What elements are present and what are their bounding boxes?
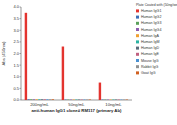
bar [109, 99, 111, 100]
legend-label: Human IgM [141, 40, 160, 44]
x-tick-label: 200ng/mL [30, 102, 49, 107]
legend-swatch [136, 71, 139, 74]
bar [41, 99, 43, 100]
bar [30, 99, 32, 100]
y-tick-label: 1.5 [13, 63, 19, 68]
bars [25, 13, 128, 100]
legend-swatch [136, 47, 139, 50]
legend-swatch [136, 34, 139, 37]
bar [118, 99, 120, 100]
legend-swatch [136, 9, 139, 12]
legend-label: Rabbit IgG [141, 65, 158, 69]
bar [107, 99, 109, 100]
y-tick [20, 18, 22, 19]
bar [115, 99, 117, 100]
legend-label: Goat IgG [141, 71, 156, 75]
y-tick-label: 2.0 [13, 51, 19, 56]
x-tick-label: 50ng/mL [68, 102, 85, 107]
legend-label: Human IgG2 [141, 15, 161, 19]
bar [120, 99, 122, 100]
x-label: anti-human IgG1 clone# RM117 (primary Ab… [31, 108, 122, 113]
bar [62, 47, 64, 100]
bar [83, 99, 85, 100]
legend-label: Human IgA [141, 34, 160, 38]
legend-label: Human IgD [141, 46, 160, 50]
y-tick [20, 41, 22, 42]
bar [72, 99, 74, 100]
y-tick [20, 76, 22, 77]
bar [99, 83, 101, 100]
bar [49, 99, 51, 100]
bar [75, 99, 77, 100]
y-tick-label: 1.0 [13, 74, 19, 79]
bar [46, 99, 48, 100]
bar [89, 99, 91, 100]
y-tick-label: 3.5 [13, 16, 19, 21]
y-tick-label: 4.0 [13, 4, 19, 9]
chart: 0.0 0.5 1.0 1.5 2.0 2.5 3.0 3.5 4.0 Abs (450nm) 20… [0, 0, 177, 125]
bar [101, 99, 103, 100]
legend-swatch [136, 65, 139, 68]
bar [33, 99, 35, 100]
bar [67, 99, 69, 100]
legend-label: Mouse IgG [141, 59, 159, 63]
y-tick [20, 30, 22, 31]
y-tick [20, 7, 22, 8]
bar [44, 99, 46, 100]
x-axis [21, 100, 132, 101]
bar [112, 99, 114, 100]
bar [126, 99, 128, 100]
legend-swatch [136, 22, 139, 25]
bar [70, 99, 72, 100]
y-tick-label: 3.0 [13, 28, 19, 33]
y-tick-label: 0.0 [13, 97, 19, 102]
y-tick [20, 100, 22, 101]
y-tick [20, 53, 22, 54]
legend-swatch [136, 28, 139, 31]
y-tick [20, 88, 22, 89]
y-label: Abs (450nm) [1, 41, 6, 66]
bar [78, 99, 80, 100]
x-tick-label: 10ng/mL [105, 102, 122, 107]
legend-swatch [136, 16, 139, 19]
legend-swatch [136, 59, 139, 62]
bar [35, 99, 37, 100]
y-tick-label: 0.5 [13, 86, 19, 91]
bar [52, 99, 54, 100]
bar [104, 99, 106, 100]
legend-label: Human IgG1 [141, 9, 161, 13]
y-tick-label: 2.5 [13, 39, 19, 44]
legend-label: Human IgG3 [141, 21, 161, 25]
bar [27, 99, 29, 100]
legend-swatch [136, 53, 139, 56]
bar [123, 99, 125, 100]
bar [86, 99, 88, 100]
legend-title: Plate Coated with (50ng/well) [136, 3, 177, 7]
legend-swatch [136, 40, 139, 43]
y-tick [20, 65, 22, 66]
bar [38, 99, 40, 100]
y-axis [21, 7, 22, 100]
bar [81, 99, 83, 100]
legend-label: Human IgE [141, 52, 160, 56]
legend-label: Human IgG4 [141, 28, 161, 32]
bar [64, 99, 66, 100]
bar [25, 13, 27, 100]
